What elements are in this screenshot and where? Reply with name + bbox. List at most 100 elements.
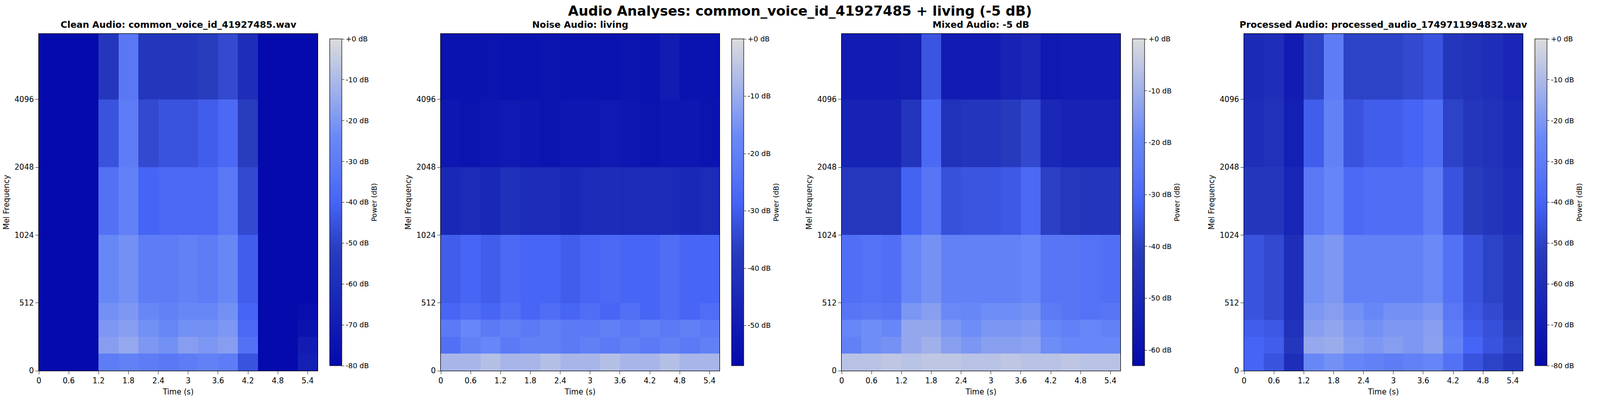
svg-text:1.8: 1.8 — [524, 376, 537, 386]
svg-text:-50 dB: -50 dB — [345, 238, 370, 247]
svg-text:3.6: 3.6 — [212, 376, 225, 386]
svg-text:1.2: 1.2 — [1297, 376, 1310, 386]
svg-text:2.4: 2.4 — [1357, 376, 1370, 386]
svg-text:4.8: 4.8 — [271, 376, 284, 386]
svg-text:-30 dB: -30 dB — [345, 157, 370, 166]
svg-text:-70 dB: -70 dB — [1551, 320, 1575, 329]
svg-text:0: 0 — [831, 366, 837, 376]
svg-text:Noise Audio: living: Noise Audio: living — [532, 19, 629, 30]
svg-text:Time (s): Time (s) — [162, 387, 194, 397]
svg-text:4.8: 4.8 — [1074, 376, 1087, 386]
svg-text:+0 dB: +0 dB — [1148, 34, 1171, 43]
svg-text:Mel Frequency: Mel Frequency — [804, 174, 814, 230]
svg-text:3.6: 3.6 — [613, 376, 627, 386]
svg-text:-50 dB: -50 dB — [1148, 293, 1172, 302]
svg-text:4.2: 4.2 — [241, 376, 254, 386]
svg-text:0: 0 — [839, 376, 845, 386]
svg-text:4.2: 4.2 — [1447, 376, 1460, 386]
svg-text:-20 dB: -20 dB — [1551, 116, 1575, 125]
svg-text:2048: 2048 — [817, 162, 837, 172]
svg-text:0: 0 — [430, 366, 436, 376]
svg-text:4096: 4096 — [817, 94, 837, 105]
svg-text:1024: 1024 — [14, 230, 34, 240]
svg-text:Time (s): Time (s) — [965, 387, 997, 397]
svg-text:5.4: 5.4 — [1104, 376, 1117, 386]
svg-text:Mel Frequency: Mel Frequency — [2, 174, 12, 230]
svg-text:0.6: 0.6 — [865, 376, 878, 386]
svg-text:-60 dB: -60 dB — [1551, 279, 1575, 288]
svg-text:Power (dB): Power (dB) — [771, 182, 781, 222]
svg-text:Time (s): Time (s) — [1367, 387, 1400, 397]
svg-text:1024: 1024 — [416, 230, 436, 240]
svg-text:0: 0 — [438, 376, 444, 386]
svg-text:1.2: 1.2 — [92, 376, 105, 386]
svg-text:-40 dB: -40 dB — [1551, 197, 1575, 206]
svg-text:2048: 2048 — [14, 162, 34, 172]
svg-text:3.6: 3.6 — [1014, 376, 1027, 386]
svg-text:-50 dB: -50 dB — [747, 321, 771, 330]
svg-text:-10 dB: -10 dB — [747, 91, 771, 100]
svg-text:2.4: 2.4 — [955, 376, 968, 386]
svg-text:Mixed Audio: -5 dB: Mixed Audio: -5 dB — [932, 19, 1030, 30]
svg-text:4.8: 4.8 — [1476, 376, 1489, 386]
svg-text:512: 512 — [821, 298, 837, 308]
svg-text:-40 dB: -40 dB — [747, 264, 771, 273]
svg-text:0: 0 — [36, 376, 42, 386]
svg-text:Time (s): Time (s) — [564, 387, 596, 397]
svg-text:Clean Audio: common_voice_id_4: Clean Audio: common_voice_id_41927485.wa… — [60, 19, 297, 30]
svg-text:0: 0 — [1241, 376, 1247, 386]
svg-text:2048: 2048 — [416, 162, 436, 172]
svg-text:-10 dB: -10 dB — [1551, 75, 1575, 84]
svg-text:1024: 1024 — [817, 230, 837, 240]
svg-text:2048: 2048 — [1219, 162, 1240, 172]
svg-text:-30 dB: -30 dB — [1551, 157, 1575, 166]
svg-text:0.6: 0.6 — [1267, 376, 1280, 386]
svg-text:-80 dB: -80 dB — [345, 361, 370, 370]
svg-text:4096: 4096 — [416, 94, 436, 105]
svg-text:Audio Analyses: common_voice_i: Audio Analyses: common_voice_id_41927485… — [568, 3, 1032, 19]
svg-text:-60 dB: -60 dB — [1148, 345, 1172, 354]
svg-text:2.4: 2.4 — [554, 376, 567, 386]
svg-text:-10 dB: -10 dB — [345, 75, 370, 84]
svg-text:-30 dB: -30 dB — [1148, 190, 1172, 199]
svg-text:-20 dB: -20 dB — [747, 149, 771, 158]
svg-text:0.6: 0.6 — [62, 376, 75, 386]
svg-text:-60 dB: -60 dB — [345, 279, 370, 288]
svg-text:4096: 4096 — [1219, 94, 1240, 105]
svg-text:3: 3 — [1390, 376, 1397, 386]
svg-text:5.4: 5.4 — [703, 376, 716, 386]
svg-text:Power (dB): Power (dB) — [1172, 182, 1181, 222]
svg-text:1024: 1024 — [1219, 230, 1240, 240]
svg-text:1.8: 1.8 — [1327, 376, 1340, 386]
svg-text:3: 3 — [988, 376, 994, 386]
svg-text:1.8: 1.8 — [925, 376, 938, 386]
svg-text:-30 dB: -30 dB — [747, 206, 771, 215]
svg-text:1.8: 1.8 — [122, 376, 135, 386]
svg-text:-80 dB: -80 dB — [1551, 361, 1575, 370]
svg-text:3: 3 — [587, 376, 593, 386]
svg-text:-40 dB: -40 dB — [1148, 242, 1172, 251]
svg-text:Power (dB): Power (dB) — [370, 182, 379, 222]
svg-text:4.2: 4.2 — [643, 376, 656, 386]
svg-text:512: 512 — [19, 298, 34, 308]
svg-text:-40 dB: -40 dB — [345, 197, 370, 206]
svg-text:4.2: 4.2 — [1044, 376, 1057, 386]
svg-text:+0 dB: +0 dB — [1551, 34, 1574, 43]
svg-text:2.4: 2.4 — [152, 376, 165, 386]
svg-text:4096: 4096 — [14, 94, 34, 105]
svg-text:-50 dB: -50 dB — [1551, 238, 1575, 247]
svg-text:Mel Frequency: Mel Frequency — [403, 174, 414, 230]
svg-text:1.2: 1.2 — [895, 376, 908, 386]
svg-text:Processed Audio: processed_aud: Processed Audio: processed_audio_1749711… — [1239, 19, 1528, 30]
svg-text:3.6: 3.6 — [1417, 376, 1430, 386]
svg-text:5.4: 5.4 — [1506, 376, 1519, 386]
svg-text:0: 0 — [1233, 366, 1240, 376]
svg-text:-20 dB: -20 dB — [1148, 138, 1172, 147]
svg-text:-10 dB: -10 dB — [1148, 86, 1172, 95]
svg-text:1.2: 1.2 — [494, 376, 507, 386]
svg-text:5.4: 5.4 — [301, 376, 314, 386]
svg-text:3: 3 — [185, 376, 191, 386]
svg-text:4.8: 4.8 — [673, 376, 686, 386]
svg-text:512: 512 — [421, 298, 436, 308]
svg-text:Mel Frequency: Mel Frequency — [1207, 174, 1217, 230]
